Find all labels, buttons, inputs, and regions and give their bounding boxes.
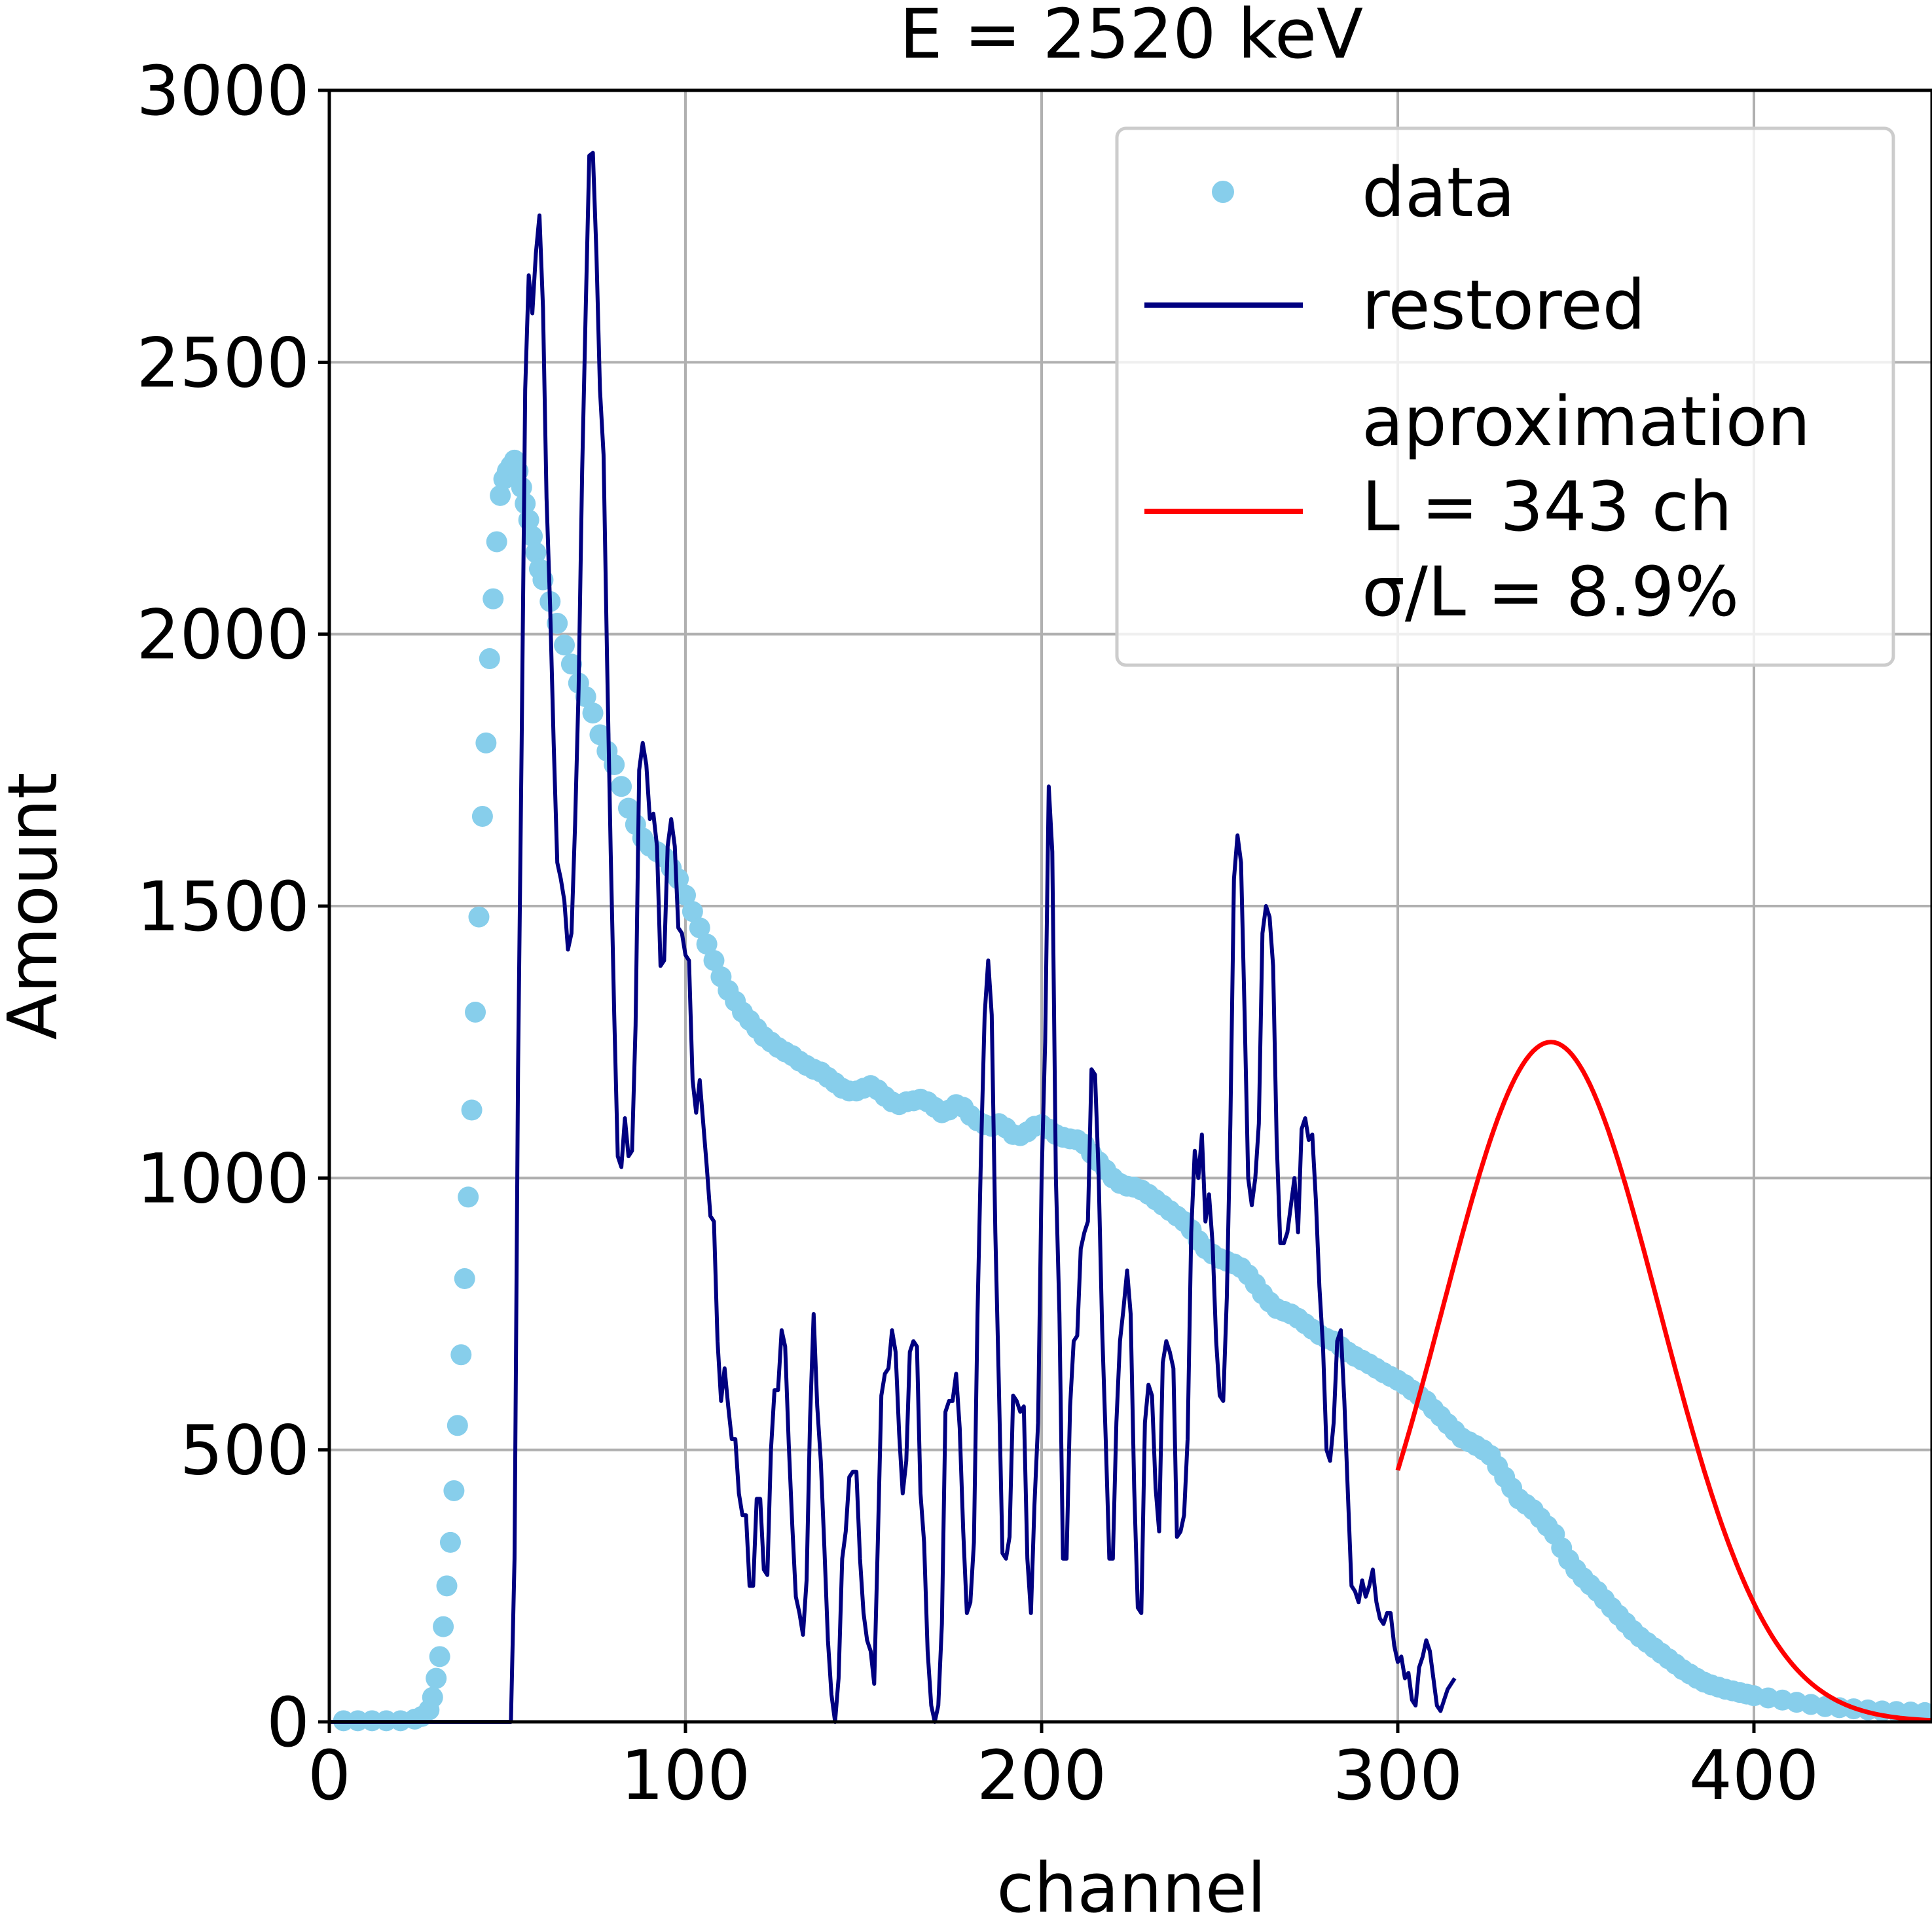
x-tick-label: 200 [977, 1736, 1107, 1815]
legend-marker-data [1212, 181, 1234, 203]
x-tick-label: 100 [621, 1736, 751, 1815]
legend-label-aproximation-l: L = 343 ch [1362, 467, 1732, 547]
data-point [483, 588, 504, 610]
data-point [443, 1480, 465, 1501]
legend-label-aproximation: aproximation [1362, 382, 1810, 462]
data-point [682, 901, 703, 922]
legend: data restored aproximation L = 343 ch σ/… [1115, 126, 1895, 667]
series-lines [329, 151, 1932, 1724]
data-point [511, 477, 532, 498]
x-tick-label: 400 [1689, 1736, 1819, 1815]
data-point [439, 1531, 461, 1553]
legend-label-data: data [1362, 153, 1515, 232]
data-point [582, 702, 604, 724]
data-point [454, 1268, 475, 1290]
chart-title: E = 2520 keV [900, 0, 1363, 74]
data-point [450, 1344, 472, 1366]
data-point [422, 1686, 443, 1708]
data-point [433, 1616, 454, 1637]
data-point [675, 884, 696, 906]
data-point [668, 868, 689, 890]
data-point [458, 1186, 479, 1208]
data-point [486, 531, 507, 553]
data-point [589, 724, 611, 746]
y-tick-label: 1500 [136, 867, 310, 947]
y-tick-label: 1000 [136, 1139, 310, 1218]
y-tick-label: 2500 [136, 323, 310, 403]
data-point [611, 776, 632, 797]
data-point [436, 1575, 458, 1597]
data-point [475, 732, 497, 754]
y-axis-label: Amount [0, 773, 73, 1040]
y-tick-label: 3000 [136, 51, 310, 131]
data-point [617, 797, 639, 819]
x-tick-label: 0 [308, 1736, 351, 1815]
data-point [429, 1646, 450, 1668]
y-tick-label: 0 [266, 1683, 310, 1762]
data-point [471, 805, 493, 827]
data-point [465, 1001, 486, 1023]
data-point [560, 653, 582, 675]
legend-label-aproximation-sigma: σ/L = 8.9% [1362, 552, 1739, 632]
legend-label-restored: restored [1362, 265, 1646, 345]
data-point [689, 917, 710, 939]
y-tick-label: 2000 [136, 595, 310, 675]
series-data-points [333, 449, 1932, 1732]
aproximation-line [1395, 1040, 1932, 1723]
y-axis-ticks: 0 500 1000 1500 2000 2500 3000 [136, 51, 329, 1762]
x-tick-label: 300 [1333, 1736, 1463, 1815]
data-point [447, 1415, 468, 1436]
data-point [703, 950, 725, 972]
y-tick-label: 500 [179, 1411, 310, 1491]
restored-line [329, 151, 1457, 1724]
data-point [461, 1099, 483, 1121]
x-axis-label: channel [996, 1848, 1266, 1928]
x-axis-ticks: 0 100 200 300 400 [308, 1722, 1819, 1815]
data-point [604, 754, 625, 776]
legend-frame [1115, 126, 1895, 667]
data-point [554, 634, 575, 656]
data-point [522, 526, 543, 547]
data-point [426, 1668, 447, 1689]
data-point [490, 484, 511, 506]
data-point [525, 542, 547, 564]
data-point [468, 906, 490, 928]
data-point [696, 934, 718, 955]
data-point [479, 648, 500, 670]
